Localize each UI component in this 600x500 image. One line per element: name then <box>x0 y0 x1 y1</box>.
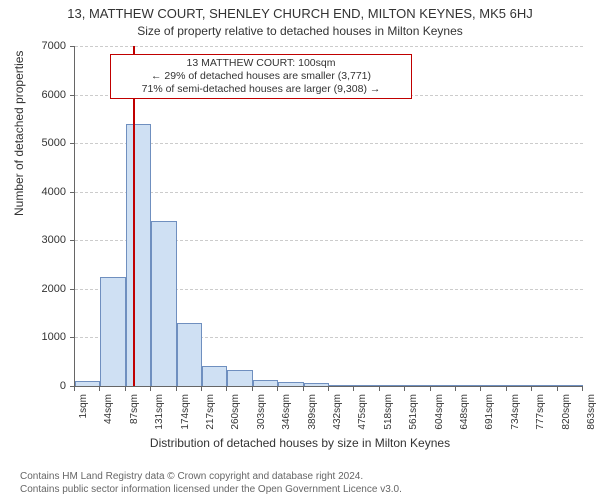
annotation-line1: 13 MATTHEW COURT: 100sqm <box>117 57 405 70</box>
histogram-bar <box>151 221 176 386</box>
x-tick-mark <box>226 386 227 391</box>
x-tick-mark <box>506 386 507 391</box>
x-axis-label: Distribution of detached houses by size … <box>0 436 600 450</box>
chart-title-main: 13, MATTHEW COURT, SHENLEY CHURCH END, M… <box>0 6 600 21</box>
histogram-bar <box>481 385 506 386</box>
histogram-bar <box>227 370 252 386</box>
y-tick-label: 7000 <box>26 40 66 52</box>
annotation-line3: 71% of semi-detached houses are larger (… <box>117 83 405 96</box>
x-tick-mark <box>353 386 354 391</box>
x-tick-mark <box>125 386 126 391</box>
y-tick-label: 3000 <box>26 234 66 246</box>
grid-line <box>75 143 583 144</box>
x-tick-mark <box>379 386 380 391</box>
histogram-bar <box>278 382 303 386</box>
chart-title-sub: Size of property relative to detached ho… <box>0 24 600 38</box>
footer: Contains HM Land Registry data © Crown c… <box>20 471 402 496</box>
figure: 13, MATTHEW COURT, SHENLEY CHURCH END, M… <box>0 0 600 500</box>
histogram-bar <box>177 323 202 386</box>
x-tick-mark <box>74 386 75 391</box>
y-tick-label: 5000 <box>26 137 66 149</box>
x-tick-mark <box>582 386 583 391</box>
x-tick-mark <box>480 386 481 391</box>
histogram-bar <box>456 385 481 386</box>
histogram-bar <box>558 385 583 386</box>
x-tick-mark <box>557 386 558 391</box>
histogram-bar <box>75 381 100 386</box>
x-tick-mark <box>531 386 532 391</box>
x-tick-mark <box>150 386 151 391</box>
y-tick-label: 4000 <box>26 186 66 198</box>
y-tick-label: 2000 <box>26 283 66 295</box>
histogram-bar <box>380 385 405 386</box>
histogram-bar <box>126 124 151 386</box>
grid-line <box>75 46 583 47</box>
y-tick-label: 0 <box>26 380 66 392</box>
histogram-bar <box>253 380 278 386</box>
x-tick-mark <box>303 386 304 391</box>
x-tick-mark <box>430 386 431 391</box>
footer-line2: Contains public sector information licen… <box>20 484 402 497</box>
x-tick-mark <box>404 386 405 391</box>
annotation-line2: ← 29% of detached houses are smaller (3,… <box>117 70 405 83</box>
histogram-bar <box>405 385 430 386</box>
grid-line <box>75 192 583 193</box>
x-tick-mark <box>252 386 253 391</box>
footer-line1: Contains HM Land Registry data © Crown c… <box>20 471 402 484</box>
y-tick-label: 6000 <box>26 89 66 101</box>
x-tick-mark <box>455 386 456 391</box>
y-axis-label: Number of detached properties <box>12 51 26 216</box>
x-tick-mark <box>328 386 329 391</box>
histogram-bar <box>202 366 227 386</box>
x-tick-mark <box>99 386 100 391</box>
x-tick-mark <box>277 386 278 391</box>
y-tick-label: 1000 <box>26 331 66 343</box>
annotation-box: 13 MATTHEW COURT: 100sqm ← 29% of detach… <box>110 54 412 99</box>
x-tick-mark <box>176 386 177 391</box>
histogram-bar <box>532 385 557 386</box>
histogram-bar <box>100 277 125 386</box>
histogram-bar <box>507 385 532 386</box>
histogram-bar <box>329 385 354 386</box>
x-tick-mark <box>201 386 202 391</box>
histogram-bar <box>304 383 329 386</box>
histogram-bar <box>354 385 379 386</box>
histogram-bar <box>431 385 456 386</box>
